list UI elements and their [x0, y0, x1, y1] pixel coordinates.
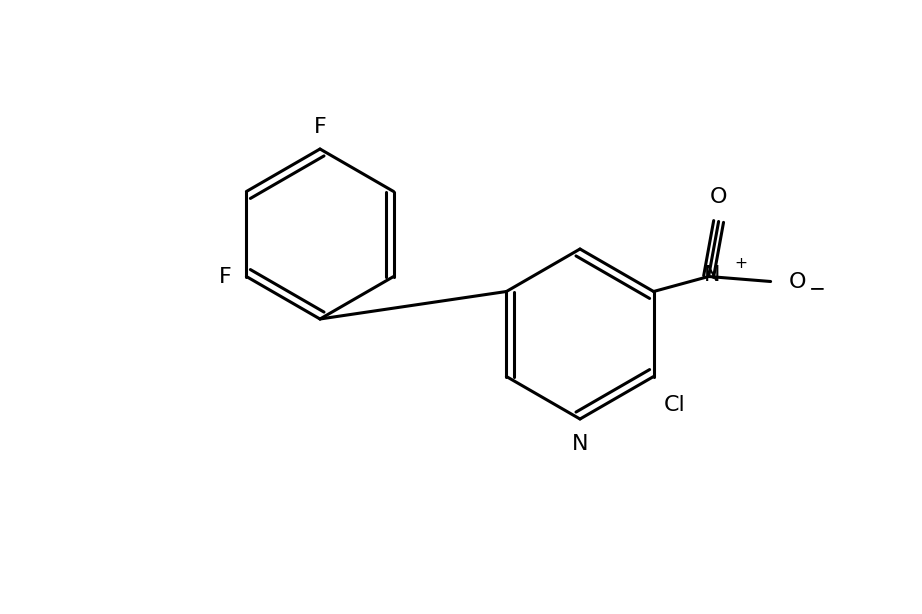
Text: F: F — [219, 266, 231, 287]
Text: −: − — [809, 279, 825, 298]
Text: N: N — [572, 434, 588, 454]
Text: F: F — [313, 117, 326, 137]
Text: N: N — [704, 265, 721, 284]
Text: Cl: Cl — [664, 395, 685, 414]
Text: +: + — [734, 255, 747, 271]
Text: O: O — [710, 187, 727, 206]
Text: O: O — [788, 271, 806, 292]
